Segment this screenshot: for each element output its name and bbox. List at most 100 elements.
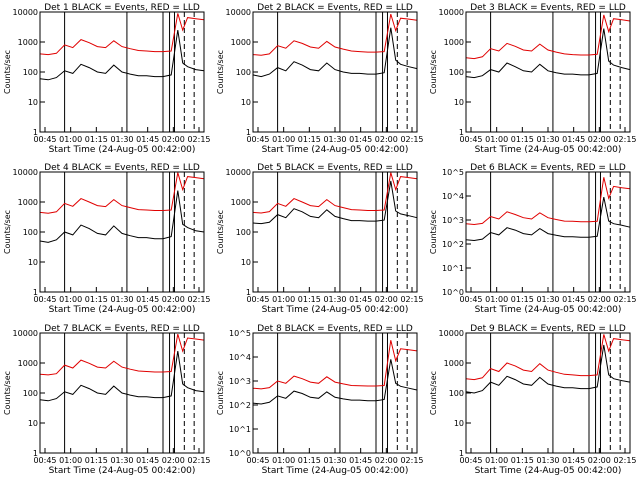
y-axis-label: Counts/sec <box>3 50 12 94</box>
x-tick-label: 00:45 <box>33 295 56 304</box>
x-tick-label: 01:00 <box>485 456 508 465</box>
series-events-line <box>252 359 418 405</box>
x-tick-label: 01:45 <box>136 456 159 465</box>
x-tick-label: 02:00 <box>162 295 185 304</box>
x-tick-label: 01:15 <box>298 135 321 144</box>
series-events-line <box>252 180 418 225</box>
x-tick-label: 02:15 <box>187 295 210 304</box>
y-tick-label: 1000 <box>444 359 464 368</box>
y-axis-label: Counts/sec <box>3 210 12 254</box>
y-tick-label: 10 <box>28 258 38 267</box>
y-axis-label: Counts/sec <box>429 50 438 94</box>
y-tick-label: 10^4 <box>442 192 464 201</box>
x-tick-label: 02:00 <box>588 456 611 465</box>
x-tick-label: 01:00 <box>59 135 82 144</box>
x-tick-label: 01:00 <box>272 135 295 144</box>
y-tick-label: 10 <box>454 98 464 107</box>
x-axis-label: Start Time (24-Aug-05 00:42:00) <box>475 466 622 476</box>
x-tick-label: 01:30 <box>323 295 346 304</box>
series-lld-line <box>39 13 205 56</box>
y-tick-label: 10000 <box>13 168 38 177</box>
y-tick-label: 100 <box>449 68 464 77</box>
series-lld-line <box>252 340 418 390</box>
x-tick-label: 02:15 <box>613 456 636 465</box>
x-tick-label: 02:00 <box>588 135 611 144</box>
x-tick-label: 02:00 <box>588 295 611 304</box>
y-tick-label: 10 <box>28 98 38 107</box>
y-tick-label: 10000 <box>13 8 38 17</box>
y-tick-label: 1 <box>33 288 38 297</box>
x-tick-label: 01:15 <box>298 295 321 304</box>
y-tick-label: 10^5 <box>442 168 464 177</box>
panel-det-1: 1 10 100 1000 10000 00:45 01:00 01:15 01:30 01:45… <box>3 3 211 155</box>
y-tick-label: 10 <box>454 419 464 428</box>
y-tick-label: 100 <box>236 68 251 77</box>
x-tick-label: 01:00 <box>59 295 82 304</box>
x-tick-label: 01:45 <box>562 456 585 465</box>
x-tick-label: 01:45 <box>136 295 159 304</box>
y-tick-label: 10^3 <box>442 216 464 225</box>
series-lld-line <box>465 177 631 226</box>
x-tick-label: 01:00 <box>485 295 508 304</box>
series-lld-line <box>252 172 418 214</box>
y-tick-label: 10000 <box>439 329 464 338</box>
y-tick-label: 1 <box>459 128 464 137</box>
y-tick-label: 10^1 <box>229 425 251 434</box>
y-tick-label: 1000 <box>444 38 464 47</box>
y-tick-label: 1000 <box>18 359 38 368</box>
y-tick-label: 10 <box>28 419 38 428</box>
y-tick-label: 10^4 <box>229 353 251 362</box>
y-tick-label: 10^0 <box>229 449 251 458</box>
y-tick-label: 1000 <box>231 38 251 47</box>
x-tick-label: 01:00 <box>59 456 82 465</box>
y-tick-label: 10000 <box>439 8 464 17</box>
y-tick-label: 10 <box>241 98 251 107</box>
y-axis-label: Counts/sec <box>429 371 438 415</box>
y-axis-label: Counts/sec <box>216 210 225 254</box>
y-tick-label: 100 <box>449 389 464 398</box>
y-tick-label: 1000 <box>231 198 251 207</box>
x-tick-label: 01:30 <box>110 135 133 144</box>
y-tick-label: 1000 <box>18 198 38 207</box>
y-tick-label: 10^0 <box>442 288 464 297</box>
x-tick-label: 01:45 <box>349 295 372 304</box>
x-tick-label: 00:45 <box>33 135 56 144</box>
x-axis-label: Start Time (24-Aug-05 00:42:00) <box>49 466 196 476</box>
y-tick-label: 10^2 <box>229 401 251 410</box>
panel-det-6: 10^010^110^210^310^410^500:45 01:00 01:15 0… <box>429 163 637 315</box>
y-tick-label: 1 <box>33 128 38 137</box>
x-tick-label: 01:15 <box>511 295 534 304</box>
panel-title: Det 7 BLACK = Events, RED = LLD <box>44 324 200 334</box>
panel-title: Det 4 BLACK = Events, RED = LLD <box>44 163 200 173</box>
x-tick-label: 02:15 <box>613 295 636 304</box>
x-tick-label: 01:30 <box>536 135 559 144</box>
x-tick-label: 01:45 <box>349 456 372 465</box>
x-tick-label: 02:15 <box>400 135 423 144</box>
x-tick-label: 01:00 <box>485 135 508 144</box>
x-tick-label: 02:00 <box>162 456 185 465</box>
y-axis-label: Counts/sec <box>216 371 225 415</box>
x-tick-label: 02:15 <box>400 295 423 304</box>
x-tick-label: 00:45 <box>459 135 482 144</box>
x-tick-label: 01:15 <box>298 456 321 465</box>
x-tick-label: 01:15 <box>511 456 534 465</box>
y-tick-label: 1 <box>246 288 251 297</box>
series-lld-line <box>465 334 631 381</box>
x-tick-label: 02:15 <box>187 135 210 144</box>
y-tick-label: 10 <box>241 258 251 267</box>
series-events-line <box>39 30 205 81</box>
x-tick-label: 00:45 <box>246 456 269 465</box>
series-lld-line <box>252 13 418 56</box>
panel-title: Det 8 BLACK = Events, RED = LLD <box>257 324 413 334</box>
series-events-line <box>39 351 205 402</box>
panel-det-7: 1 10 100 1000 10000 00:45 01:00 01:15 01:30 01:45… <box>3 324 211 476</box>
x-tick-label: 01:30 <box>323 456 346 465</box>
panel-det-9: 1 10 100 1000 10000 00:45 01:00 01:15 01:30 01:45… <box>429 324 637 476</box>
x-axis-label: Start Time (24-Aug-05 00:42:00) <box>49 145 196 155</box>
x-tick-label: 00:45 <box>33 456 56 465</box>
x-tick-label: 00:45 <box>246 135 269 144</box>
x-tick-label: 01:15 <box>511 135 534 144</box>
x-tick-label: 00:45 <box>459 295 482 304</box>
series-events-line <box>465 28 631 79</box>
